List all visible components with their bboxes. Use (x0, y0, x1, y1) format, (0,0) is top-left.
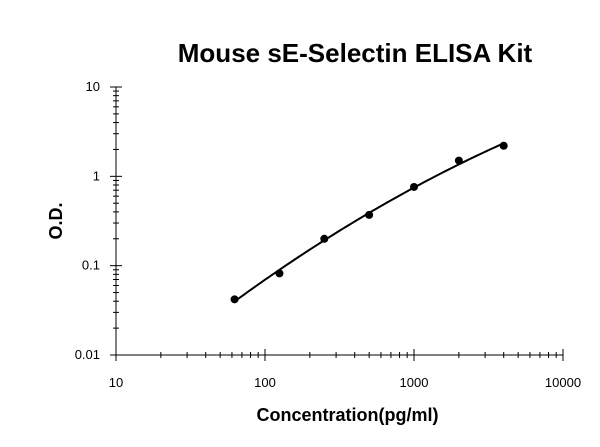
data-point (454, 156, 463, 165)
x-tick-label: 10000 (545, 375, 581, 390)
data-point (230, 295, 239, 304)
y-axis-title: O.D. (46, 202, 66, 239)
data-point (275, 269, 284, 278)
data-point (320, 234, 329, 243)
fit-curve-layer (234, 142, 505, 303)
y-tick-label: 1 (93, 168, 100, 183)
axes: 0.01 0.1 1 10 10 100 1000 10000 (75, 79, 581, 390)
y-tick-label: 0.1 (82, 258, 100, 273)
x-tick-label: 100 (254, 375, 276, 390)
data-point (365, 210, 374, 219)
data-point (499, 141, 508, 150)
x-tick-label: 10 (109, 375, 123, 390)
chart-title: Mouse sE-Selectin ELISA Kit (177, 38, 533, 68)
data-points-layer (230, 141, 508, 304)
x-tick-label: 1000 (400, 375, 429, 390)
y-tick-label: 10 (86, 79, 100, 94)
fit-curve (234, 142, 505, 303)
data-point (410, 182, 418, 191)
y-tick-label: 0.01 (75, 347, 100, 362)
x-axis-title: Concentration(pg/ml) (257, 405, 439, 425)
